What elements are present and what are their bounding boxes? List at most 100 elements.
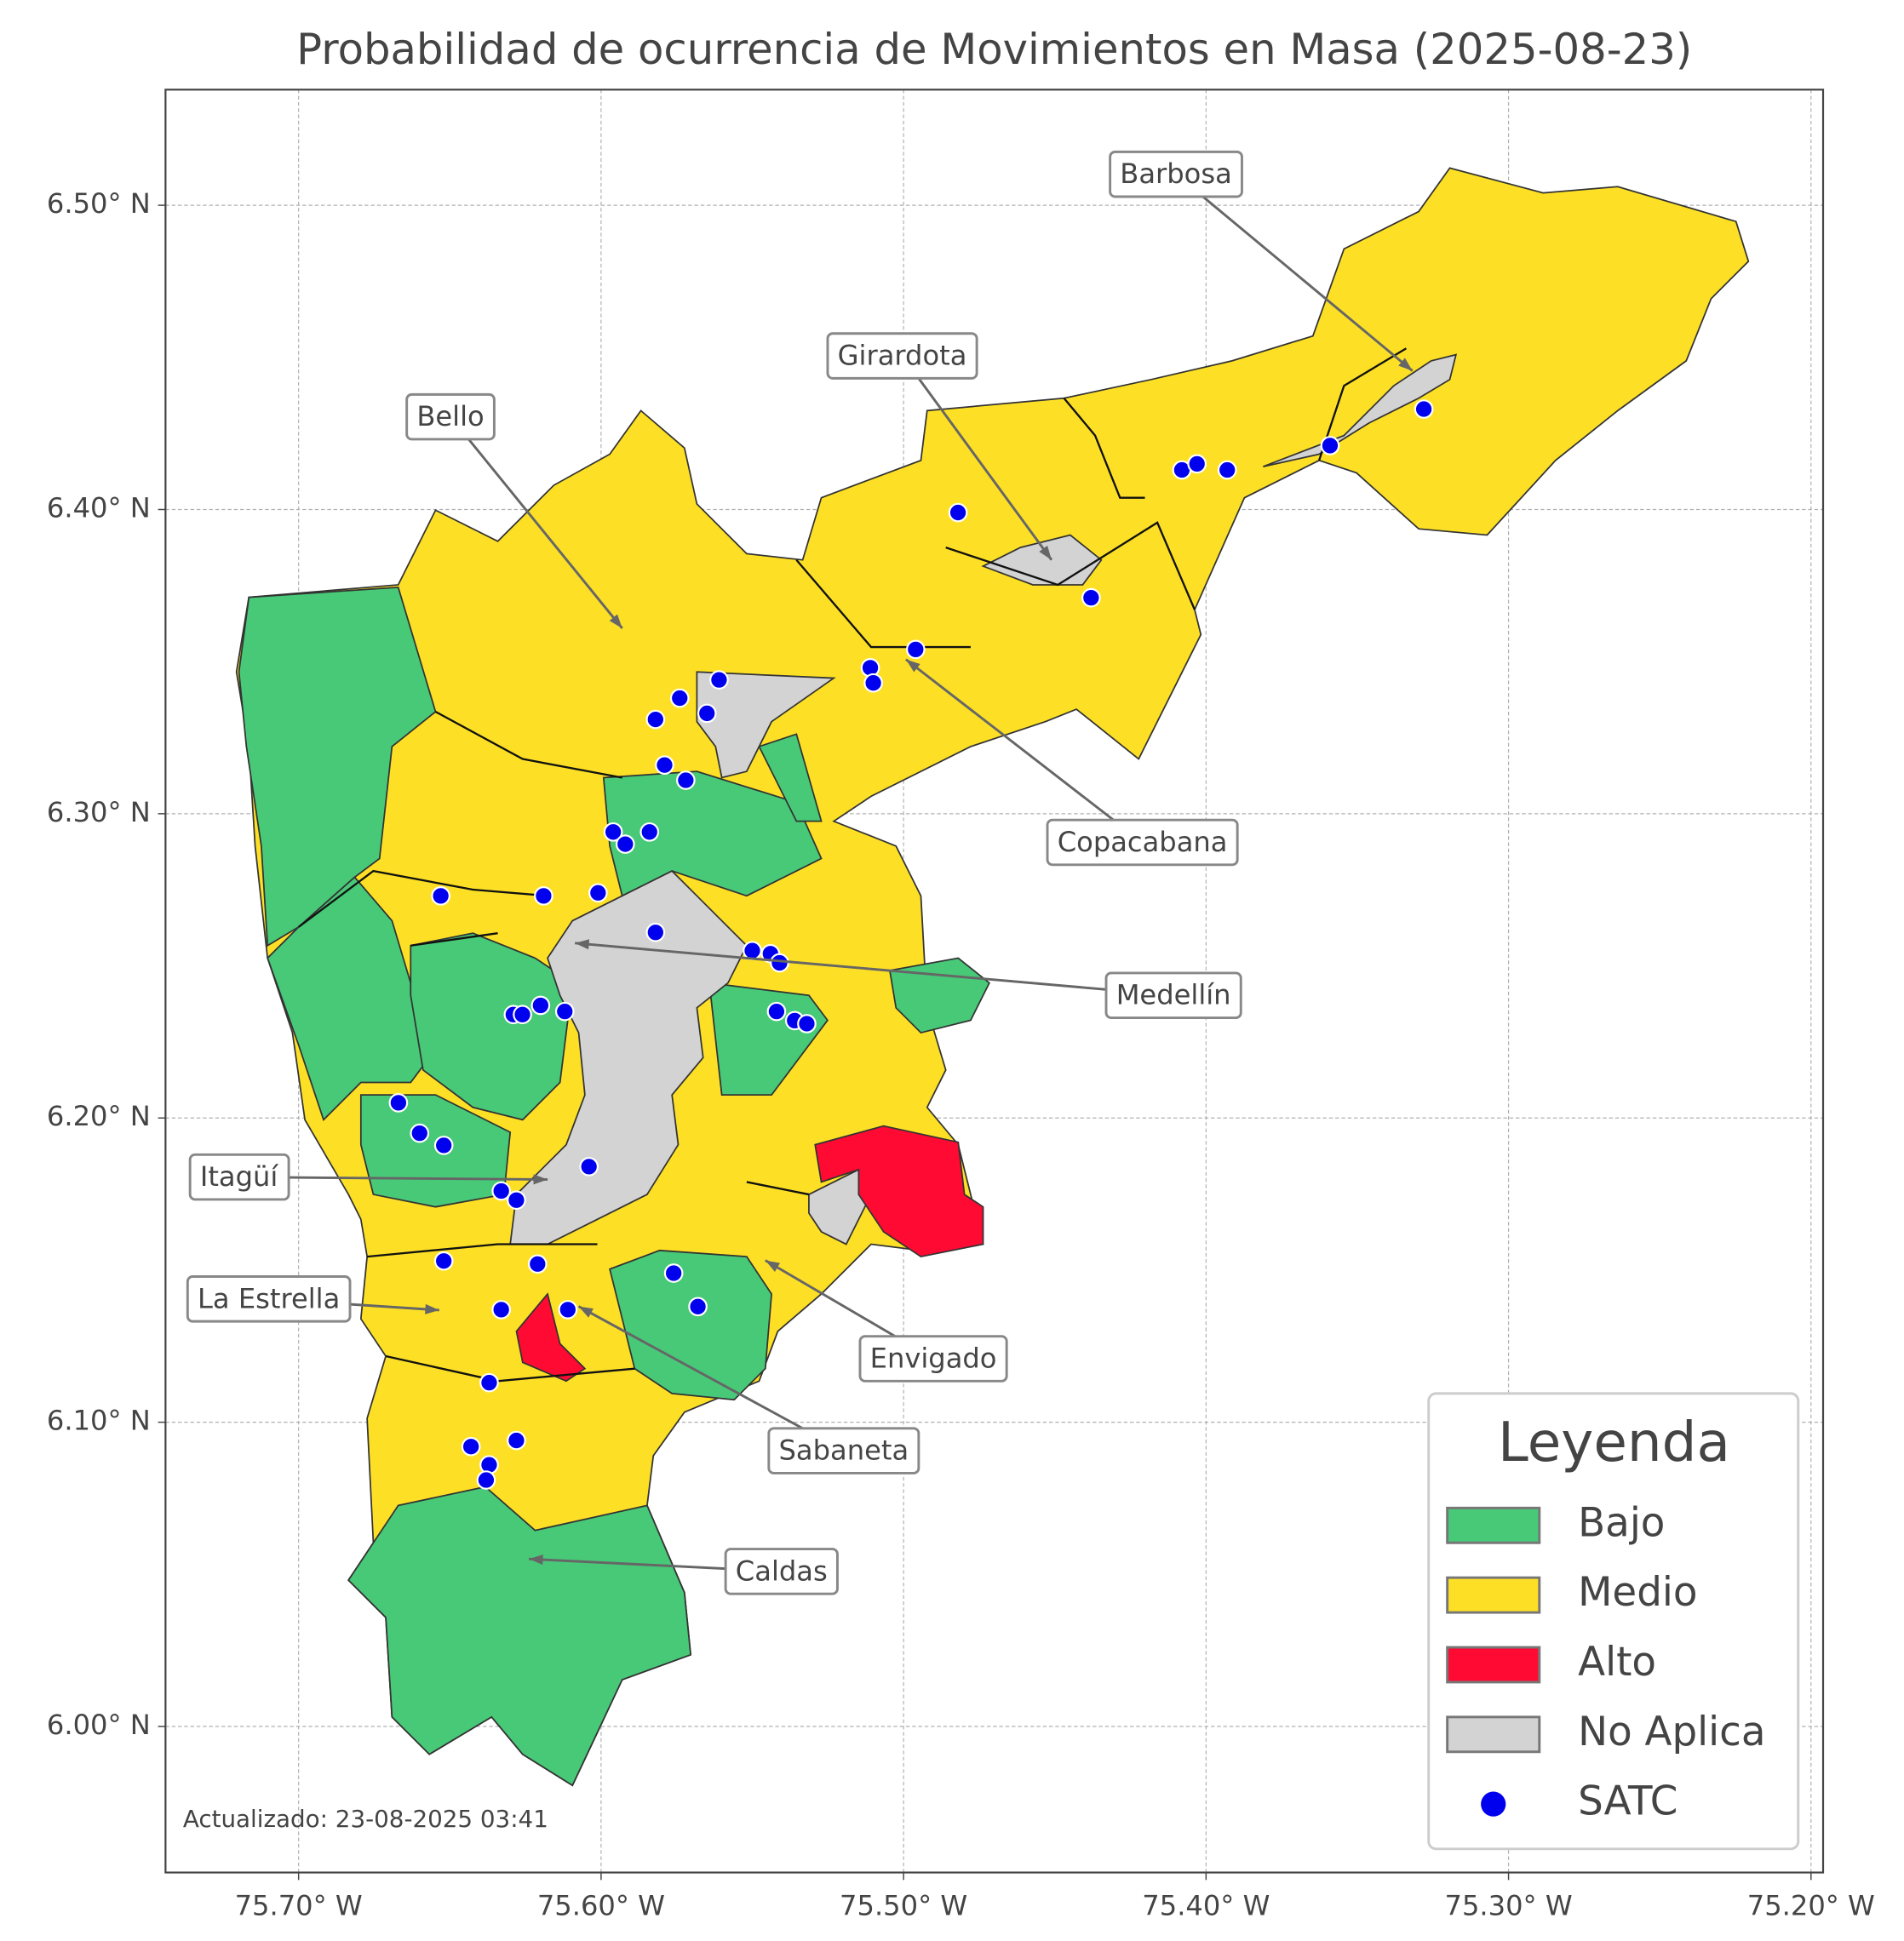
region (696, 671, 836, 779)
annotation-arrow (575, 942, 1174, 997)
annotation-box (186, 1275, 352, 1323)
satc-point (431, 886, 450, 906)
annotation-label: La Estrella (198, 1282, 340, 1314)
region (1263, 353, 1458, 467)
satc-point (1414, 399, 1434, 419)
arrow-head (529, 1555, 543, 1566)
annotation-label: Itagüí (200, 1160, 279, 1193)
satc-point (743, 941, 762, 961)
region (347, 1486, 692, 1787)
legend-label: No Aplica (1578, 1709, 1765, 1755)
x-tick-label: 75.30° W (1445, 1889, 1573, 1921)
satc-point (461, 1436, 481, 1457)
annotation-box (826, 332, 978, 380)
annotation-label: Copacabana (1058, 826, 1228, 858)
satc-point (433, 1251, 454, 1271)
satc-point (615, 834, 635, 854)
annotation-label: Bello (416, 400, 484, 432)
satc-point (491, 1181, 511, 1201)
satc-point (1081, 587, 1101, 608)
satc-point (476, 1470, 496, 1490)
y-tick-label: 6.10° N (47, 1405, 151, 1437)
region (515, 1292, 587, 1383)
annotation-label: Medellín (1116, 979, 1231, 1011)
arrow-head (1398, 358, 1413, 371)
x-tick-label: 75.40° W (1142, 1889, 1270, 1921)
legend-swatch (1446, 1506, 1541, 1544)
y-tick-label: 6.50° N (47, 187, 151, 220)
legend-swatch (1446, 1715, 1541, 1754)
arrow-head (425, 1303, 439, 1314)
satc-point (906, 639, 926, 660)
arrow-head (533, 1174, 548, 1185)
satc-points (388, 399, 1434, 1490)
satc-point (579, 1157, 599, 1177)
arrow-head (1039, 545, 1052, 560)
arrow-head (765, 1260, 781, 1273)
satc-point (645, 922, 666, 942)
chart-title: Probabilidad de ocurrencia de Movimiento… (296, 25, 1692, 74)
satc-point (663, 1263, 684, 1283)
satc-point (558, 1300, 578, 1320)
region (981, 534, 1103, 586)
satc-point (676, 770, 696, 790)
boundary (298, 869, 548, 928)
region (267, 876, 450, 1121)
legend-label: Bajo (1578, 1500, 1665, 1546)
ticks: 75.70° W 75.60° W 75.50° W 75.40° W 75.30° W… (47, 187, 1875, 1921)
satc-point (507, 1190, 526, 1211)
satc-point (645, 709, 666, 730)
annotation-label: Envigado (870, 1342, 997, 1374)
legend-label: SATC (1578, 1779, 1677, 1825)
x-tick-label: 75.20° W (1747, 1889, 1875, 1921)
annotation-box (188, 1153, 290, 1201)
annotation-box (1046, 818, 1239, 867)
satc-point (797, 1014, 817, 1033)
y-tick-label: 6.20° N (47, 1100, 151, 1132)
satc-point (1187, 454, 1207, 474)
annotation-arrow (1175, 173, 1414, 372)
satc-point (1217, 460, 1237, 480)
boundary (746, 1181, 810, 1196)
legend: Leyenda Bajo Medio Alto No Aplica SATC (1427, 1392, 1800, 1851)
boundary (367, 1243, 598, 1258)
satc-point (491, 1300, 511, 1320)
annotation-box (1109, 150, 1243, 198)
satc-point (479, 1372, 499, 1393)
satc-point (527, 1254, 548, 1274)
satc-point (603, 822, 623, 842)
satc-point (669, 688, 690, 708)
region (758, 733, 823, 822)
boundary (410, 931, 498, 947)
region (708, 982, 829, 1096)
axes-frame (164, 89, 1825, 1874)
annotation-label: Girardota (838, 340, 967, 372)
annotation-arrow (577, 1305, 845, 1452)
satc-point (433, 1136, 454, 1155)
legend-swatch (1446, 1576, 1541, 1614)
annotations: Barbosa Girardota Bello Copacabana Medellín I… (186, 150, 1414, 1595)
x-tick-label: 75.50° W (840, 1889, 967, 1921)
annotation-arrow (449, 415, 623, 630)
arrow-head (578, 1306, 594, 1318)
annotation-label: Sabaneta (779, 1434, 909, 1467)
annotation-label: Caldas (736, 1555, 828, 1587)
satc-point (863, 673, 883, 693)
legend-label: Alto (1578, 1640, 1656, 1686)
region (509, 870, 748, 1245)
legend-title: Leyenda (1498, 1411, 1730, 1474)
y-tick-label: 6.30° N (47, 796, 151, 828)
y-tick-label: 6.40° N (47, 491, 151, 524)
y-tick-label: 6.00° N (47, 1709, 151, 1741)
boundary (945, 521, 1196, 610)
arrow-head (609, 614, 622, 629)
x-tick-label: 75.70° W (235, 1889, 363, 1921)
annotation-label: Barbosa (1120, 157, 1231, 190)
satc-point (530, 995, 551, 1016)
boundary (795, 558, 971, 649)
x-tick-label: 75.60° W (537, 1889, 665, 1921)
annotation-box (405, 392, 496, 441)
satc-point (507, 1430, 526, 1451)
region (609, 1249, 772, 1401)
